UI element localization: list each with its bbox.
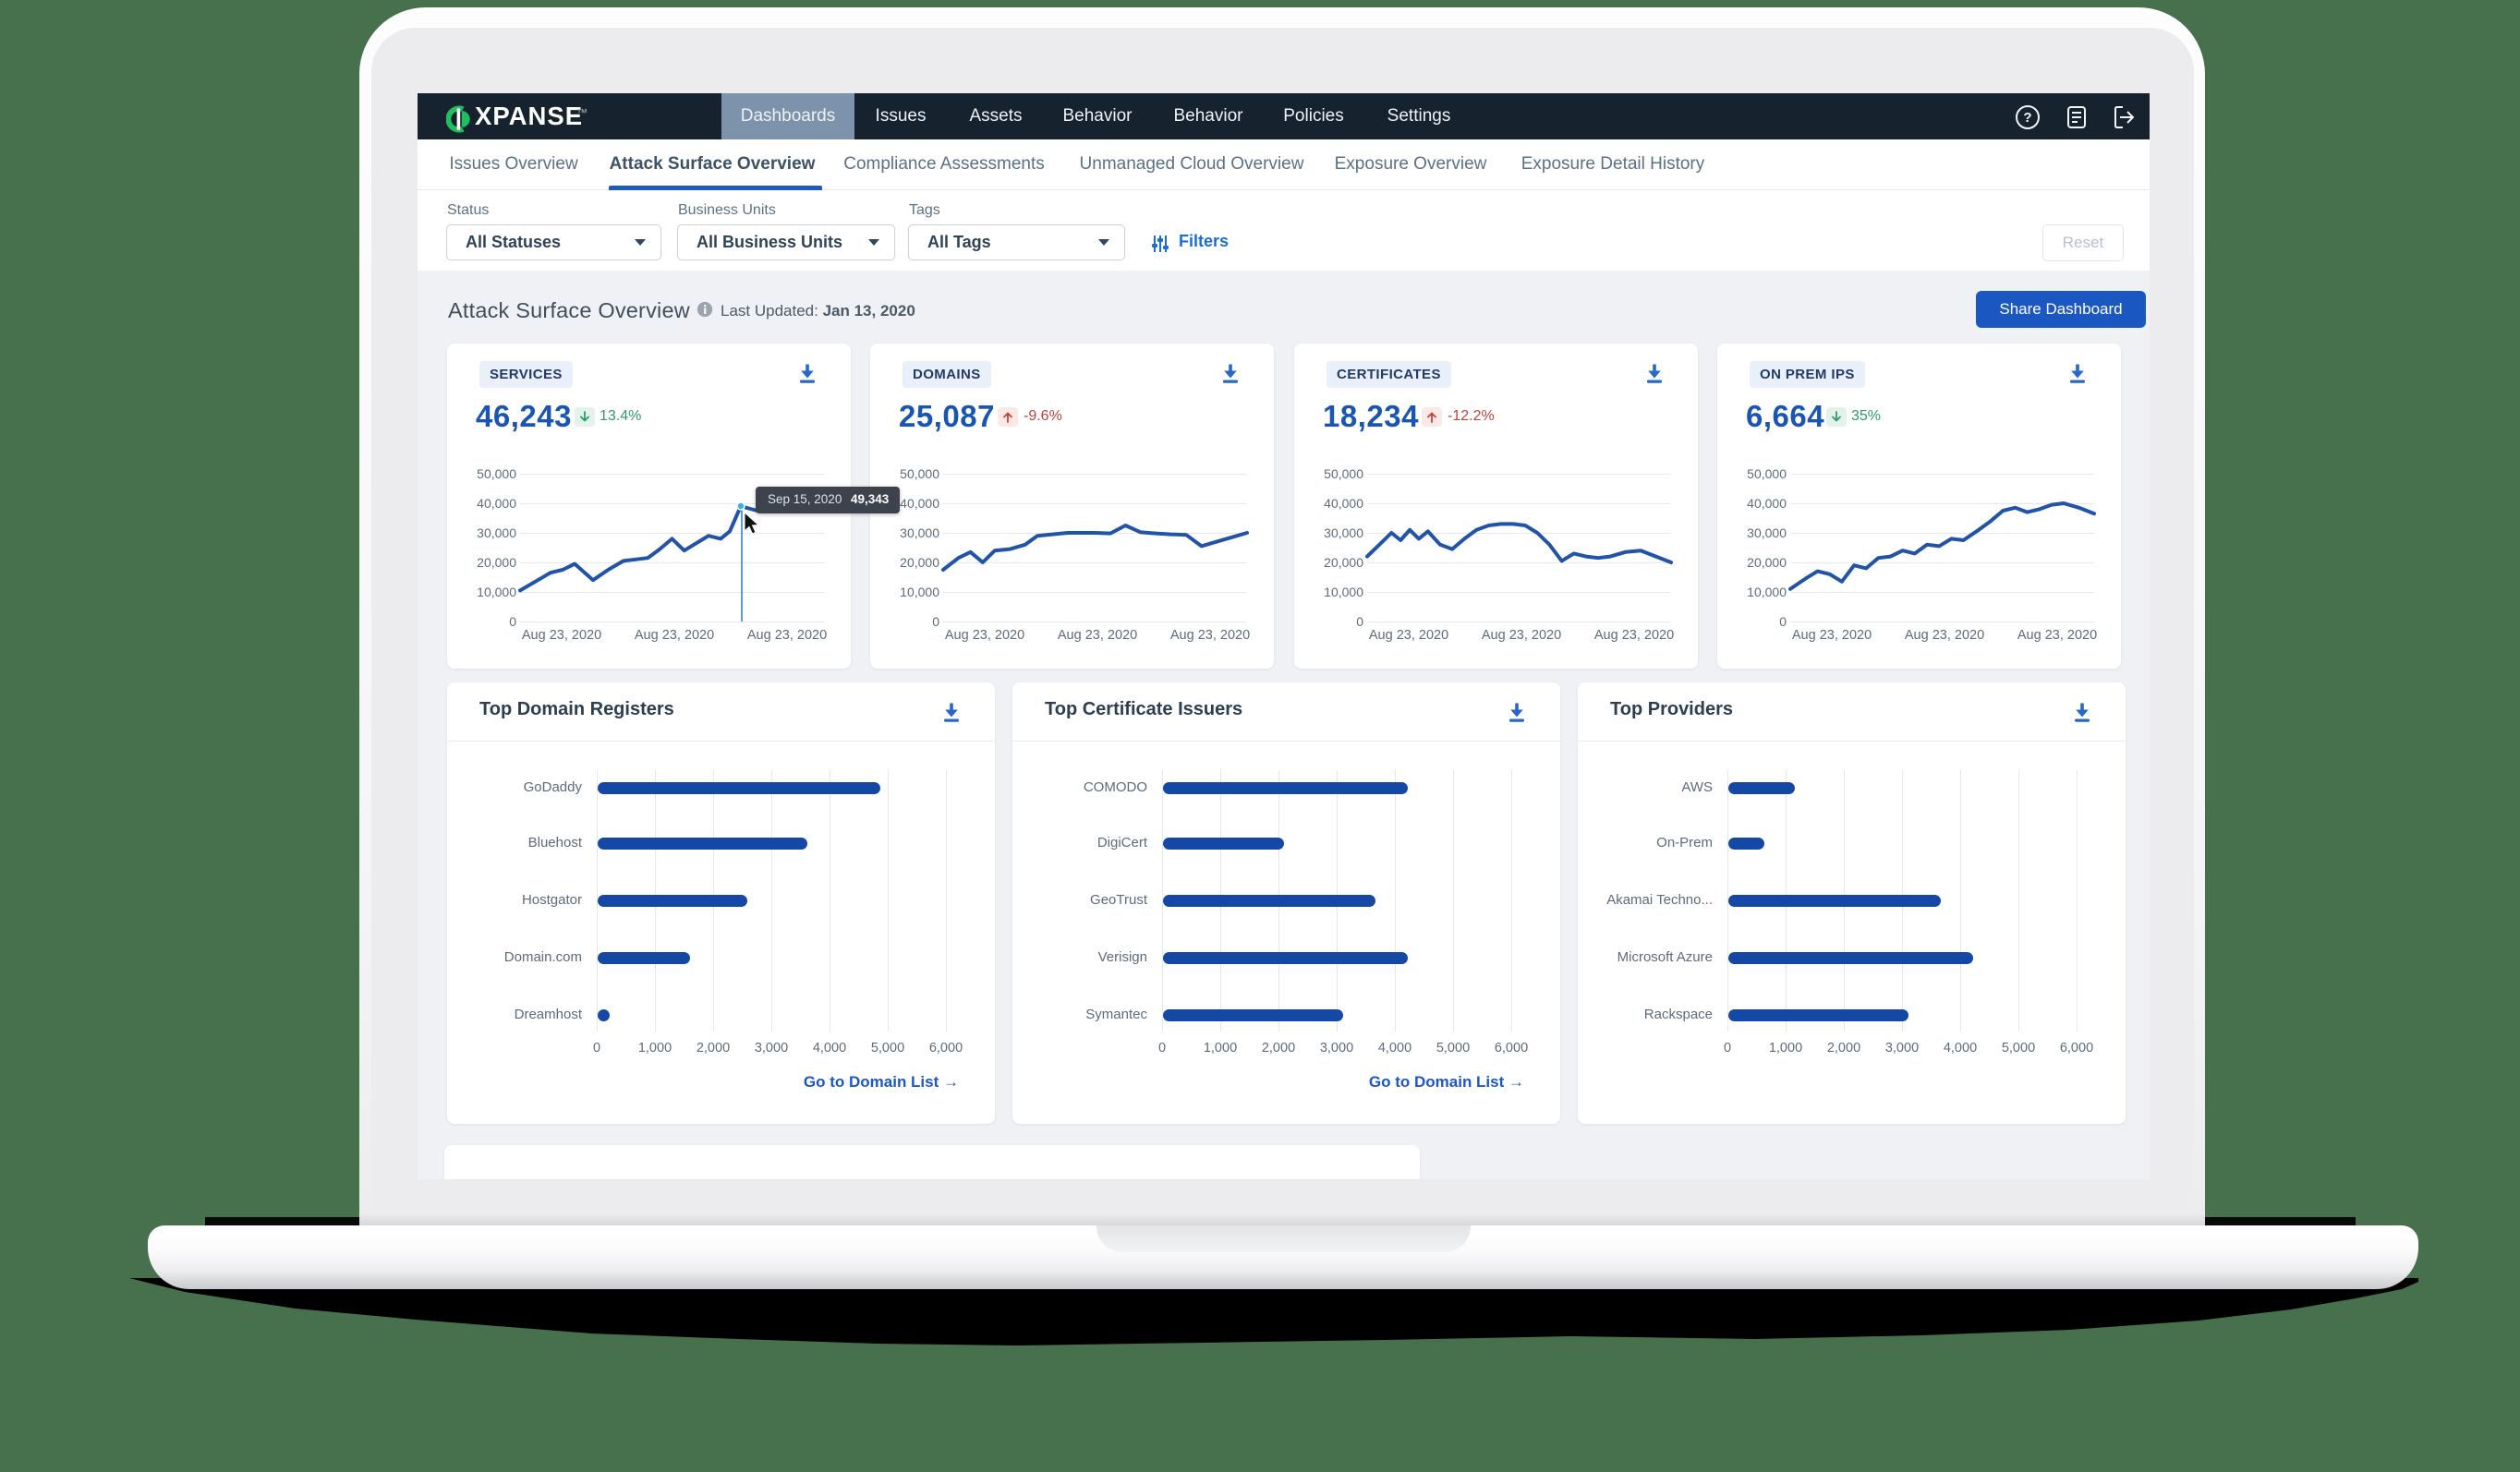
svg-text:?: ? [2023,110,2031,126]
